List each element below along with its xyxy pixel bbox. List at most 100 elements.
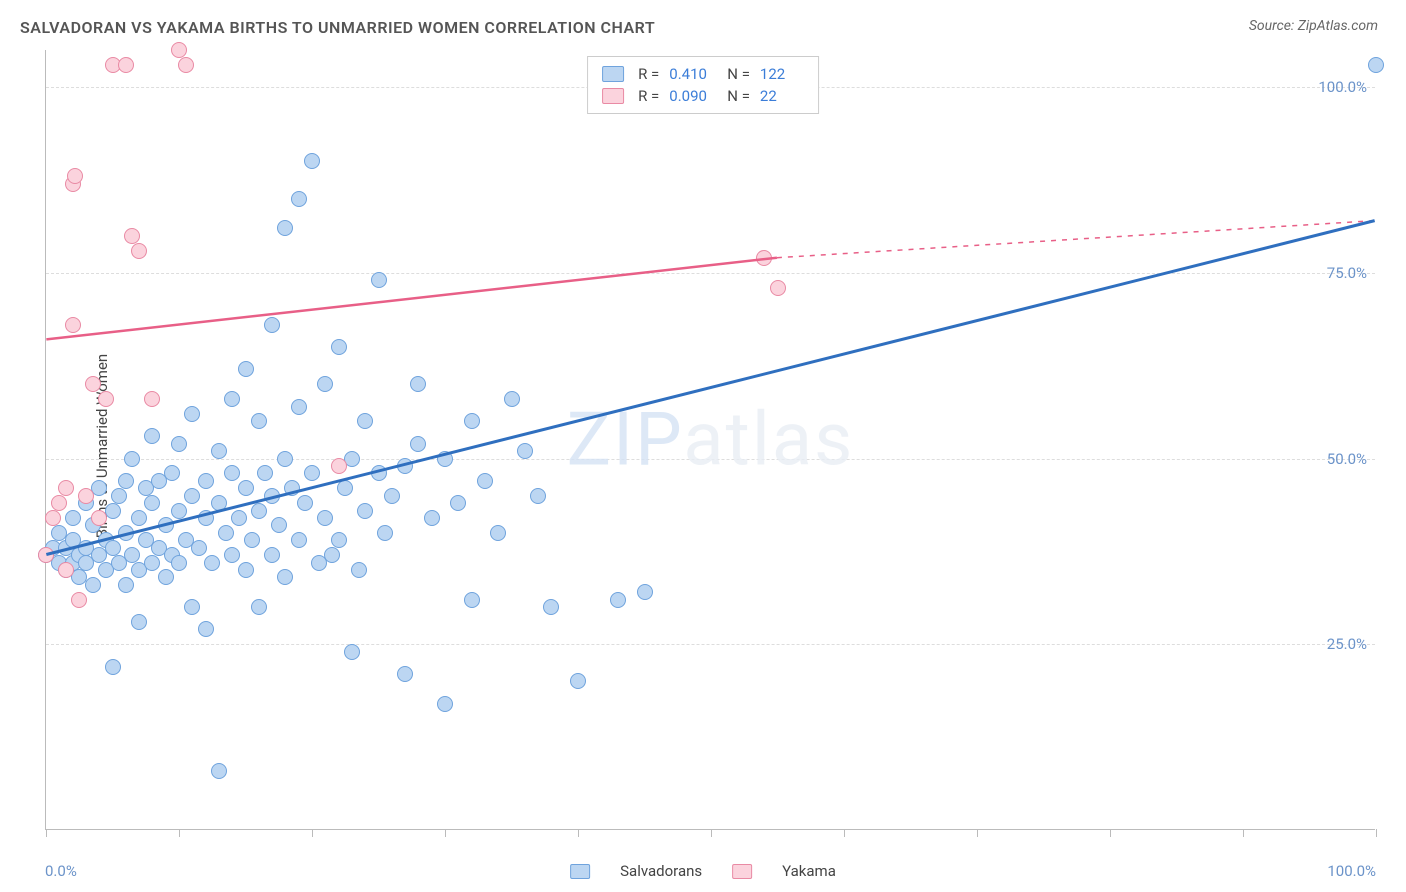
data-point (118, 525, 134, 541)
data-point (450, 495, 466, 511)
data-point (184, 599, 200, 615)
data-point (264, 488, 280, 504)
data-point (530, 488, 546, 504)
r-label: R = (638, 65, 659, 83)
data-point (131, 510, 147, 526)
data-point (124, 228, 140, 244)
r-value-yakama: 0.090 (669, 87, 713, 105)
data-point (331, 339, 347, 355)
data-point (357, 503, 373, 519)
data-point (291, 191, 307, 207)
data-point (517, 443, 533, 459)
legend-stats-box: R = 0.410 N = 122 R = 0.090 N = 22 (587, 56, 819, 114)
data-point (78, 488, 94, 504)
data-point (58, 480, 74, 496)
r-label: R = (638, 87, 659, 105)
data-point (610, 592, 626, 608)
data-point (277, 569, 293, 585)
data-point (277, 451, 293, 467)
data-point (131, 243, 147, 259)
x-axis-max-label: 100.0% (1327, 862, 1376, 880)
data-point (65, 510, 81, 526)
data-point (331, 458, 347, 474)
data-point (410, 436, 426, 452)
plot-area: ZIPatlas 25.0%50.0%75.0%100.0% (45, 50, 1375, 830)
data-point (397, 666, 413, 682)
chart-title: SALVADORAN VS YAKAMA BIRTHS TO UNMARRIED… (20, 18, 655, 37)
data-point (244, 532, 260, 548)
data-point (224, 465, 240, 481)
data-point (124, 451, 140, 467)
data-point (85, 577, 101, 593)
data-point (251, 503, 267, 519)
data-point (218, 525, 234, 541)
gridline (46, 644, 1375, 645)
data-point (211, 495, 227, 511)
y-tick-label: 50.0% (1327, 450, 1367, 468)
data-point (756, 250, 772, 266)
data-point (58, 562, 74, 578)
data-point (171, 42, 187, 58)
data-point (277, 220, 293, 236)
data-point (257, 465, 273, 481)
bottom-legend: Salvadorans Yakama (570, 862, 836, 880)
data-point (337, 480, 353, 496)
data-point (251, 599, 267, 615)
data-point (304, 465, 320, 481)
legend-label-salvadorans: Salvadorans (620, 862, 702, 880)
data-point (351, 562, 367, 578)
data-point (637, 584, 653, 600)
data-point (144, 428, 160, 444)
data-point (184, 488, 200, 504)
data-point (171, 555, 187, 571)
data-point (770, 280, 786, 296)
data-point (171, 503, 187, 519)
data-point (51, 495, 67, 511)
data-point (504, 391, 520, 407)
data-point (251, 413, 267, 429)
data-point (124, 547, 140, 563)
x-tick (1243, 829, 1244, 837)
data-point (384, 488, 400, 504)
data-point (291, 532, 307, 548)
data-point (297, 495, 313, 511)
legend-row-salvadorans: R = 0.410 N = 122 (602, 63, 804, 85)
data-point (67, 168, 83, 184)
data-point (264, 317, 280, 333)
data-point (38, 547, 54, 563)
swatch-yakama (602, 88, 624, 104)
data-point (198, 510, 214, 526)
data-point (284, 480, 300, 496)
swatch-salvadorans (602, 66, 624, 82)
data-point (424, 510, 440, 526)
data-point (118, 473, 134, 489)
data-point (437, 696, 453, 712)
x-tick (1110, 829, 1111, 837)
data-point (164, 465, 180, 481)
n-value-salvadorans: 122 (760, 65, 804, 83)
data-point (317, 376, 333, 392)
data-point (144, 555, 160, 571)
data-point (91, 510, 107, 526)
source-attribution: Source: ZipAtlas.com (1249, 18, 1378, 34)
y-tick-label: 25.0% (1327, 635, 1367, 653)
data-point (570, 673, 586, 689)
y-tick-label: 75.0% (1327, 264, 1367, 282)
data-point (184, 406, 200, 422)
data-point (477, 473, 493, 489)
data-point (118, 577, 134, 593)
trend-lines (46, 50, 1375, 829)
data-point (204, 555, 220, 571)
x-tick (312, 829, 313, 837)
data-point (271, 517, 287, 533)
data-point (464, 413, 480, 429)
chart: SALVADORAN VS YAKAMA BIRTHS TO UNMARRIED… (0, 0, 1406, 892)
x-tick (977, 829, 978, 837)
gridline (46, 273, 1375, 274)
n-value-yakama: 22 (760, 87, 804, 105)
swatch-salvadorans (570, 864, 590, 879)
data-point (158, 517, 174, 533)
n-label: N = (727, 65, 750, 83)
gridline (46, 459, 1375, 460)
data-point (178, 57, 194, 73)
